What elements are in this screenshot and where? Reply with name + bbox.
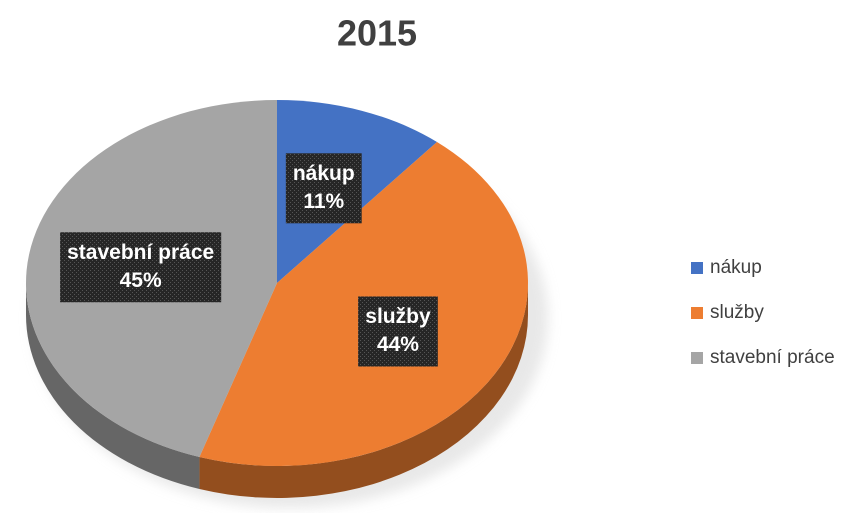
legend: nákup služby stavební práce [691,257,835,368]
legend-label: stavební práce [710,347,835,368]
legend-swatch [691,352,703,364]
data-label-category: služby [365,305,431,328]
slice-side [26,283,200,490]
legend-label: nákup [710,257,762,278]
legend-label: služby [710,302,764,323]
data-label-box [60,232,222,303]
chart-title: 2015 [337,13,417,54]
data-label-box [285,153,362,224]
data-label-category: nákup [293,162,355,185]
legend-swatch [691,307,703,319]
data-label: 11% [303,190,344,213]
data-label: 45% [120,269,162,292]
data-labels: nákup 11% služby 44% stavební práce 45% [60,153,438,367]
data-label: 44% [377,333,419,356]
slice-side [199,283,528,498]
data-label-category: stavební práce [67,241,214,264]
data-label-box [358,296,438,367]
legend-swatch [691,262,703,274]
